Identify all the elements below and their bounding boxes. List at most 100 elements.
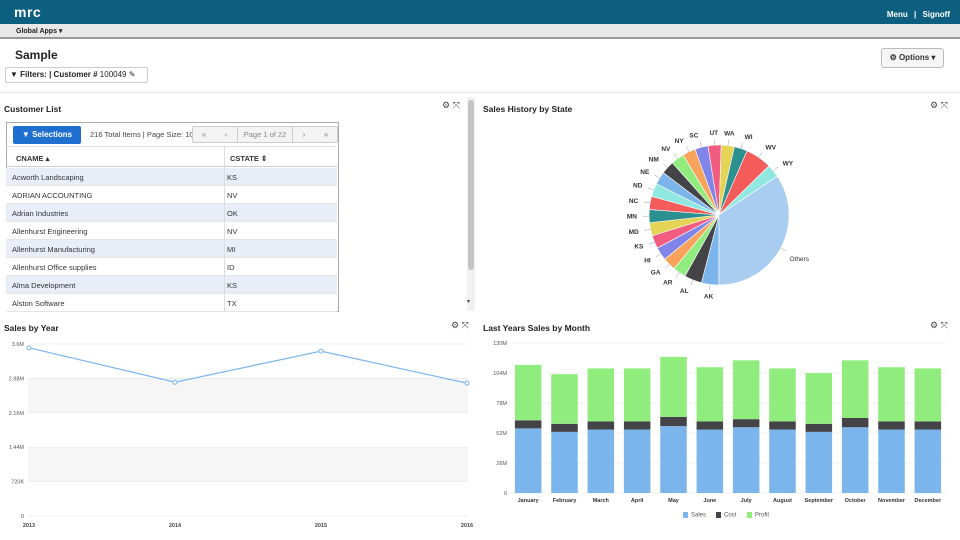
app-logo[interactable]: mrc xyxy=(14,4,42,20)
column-cstate[interactable]: CSTATE ⇕ xyxy=(230,154,268,163)
x-tick-label: October xyxy=(845,498,867,504)
signoff-link[interactable]: Signoff xyxy=(922,10,950,19)
x-tick-label: November xyxy=(878,498,906,504)
x-tick-label: July xyxy=(741,498,753,504)
bar-cost xyxy=(732,419,760,428)
table-row[interactable]: Allenhurst Office supplies ID xyxy=(6,258,337,276)
line-series xyxy=(28,347,468,384)
cell-cname: Alston Software xyxy=(12,299,65,308)
pie-connector xyxy=(664,263,670,269)
bar-sales xyxy=(805,431,833,493)
bar-profit xyxy=(623,368,651,422)
x-tick-label: February xyxy=(553,498,577,504)
pie-chart-title: Sales History by State xyxy=(483,104,573,114)
bar-sales xyxy=(623,429,651,493)
y-tick-label: 1.44M xyxy=(9,445,25,451)
options-button[interactable]: ⚙ Options ▾ xyxy=(881,48,944,68)
prev-page-button[interactable]: ‹ xyxy=(224,130,228,139)
pie-connector xyxy=(690,279,694,286)
x-tick-label: 2016 xyxy=(461,523,473,529)
x-tick-label: March xyxy=(593,498,610,504)
top-bar: mrc Menu | Signoff xyxy=(0,0,960,24)
selections-button[interactable]: ▼ Selections xyxy=(13,126,81,144)
filters-bar[interactable]: ▼ Filters: | Customer # 100049 ✎ xyxy=(5,67,148,83)
line-chart: 0 720K 1.44M 2.16M 2.88M 3.6M 2013 2014 2015 2016 xyxy=(9,342,473,529)
line-chart-title: Sales by Year xyxy=(4,323,59,333)
cell-cstate: OK xyxy=(227,209,238,218)
bar-profit xyxy=(660,356,687,417)
pie-connector xyxy=(727,139,729,146)
bar-cost xyxy=(514,420,542,429)
customer-list-controls[interactable]: ⚙ ⤧ xyxy=(442,100,460,110)
pie-panel-controls[interactable]: ⚙ ⤧ xyxy=(930,100,948,110)
pie-label: AR xyxy=(663,280,673,287)
bar-profit xyxy=(587,368,615,422)
bar-cost xyxy=(623,421,651,430)
cell-cstate: KS xyxy=(227,173,238,182)
bar-sales xyxy=(514,428,542,493)
bar-profit xyxy=(514,364,542,421)
table-row[interactable]: Alston Software TX xyxy=(6,294,337,312)
table-row[interactable]: Allenhurst Manufacturing MI xyxy=(6,240,337,258)
pie-label: NE xyxy=(640,169,650,176)
scrollbar-thumb[interactable] xyxy=(468,100,474,270)
bar-cost xyxy=(878,421,905,430)
cell-cstate: KS xyxy=(227,281,238,290)
edit-icon[interactable]: ✎ xyxy=(128,70,136,79)
legend-sales[interactable]: Sales xyxy=(683,512,706,519)
pie-connector xyxy=(699,141,702,148)
filter-field: Customer # xyxy=(53,70,98,79)
y-tick-label: 2.88M xyxy=(9,376,25,382)
pie-connector xyxy=(648,241,655,245)
bar-cost xyxy=(805,423,833,432)
table-row[interactable]: Acworth Landscaping KS xyxy=(6,168,337,186)
legend-profit[interactable]: Profit xyxy=(747,512,769,519)
pie-connector xyxy=(654,174,660,179)
bar-panel-controls[interactable]: ⚙ ⤧ xyxy=(930,320,948,330)
column-divider xyxy=(224,146,225,312)
pie-label: KS xyxy=(634,244,644,251)
bar-cost xyxy=(769,421,796,430)
pie-label: MN xyxy=(627,213,637,220)
line-panel-controls[interactable]: ⚙ ⤧ xyxy=(451,320,469,330)
app-bar: Global Apps ▾ xyxy=(0,24,960,39)
plot-band xyxy=(28,344,468,379)
scroll-down-arrow[interactable]: ▾ xyxy=(467,299,471,305)
table-row[interactable]: Adrian Industries OK xyxy=(6,204,337,222)
table-row[interactable]: Allenhurst Engineering NV xyxy=(6,222,337,240)
y-tick-label: 52M xyxy=(496,431,507,437)
first-page-button[interactable]: « xyxy=(201,130,207,139)
cell-cstate: ID xyxy=(227,263,235,272)
global-apps-dropdown[interactable]: Global Apps ▾ xyxy=(16,28,63,35)
x-tick-label: September xyxy=(805,498,834,504)
pie-label: HI xyxy=(644,257,651,264)
bar-cost xyxy=(914,421,942,430)
customer-list-title: Customer List xyxy=(4,104,62,114)
pager: « ‹ Page 1 of 22 › » xyxy=(192,126,338,143)
bar-profit xyxy=(551,374,578,424)
next-page-button[interactable]: › xyxy=(302,130,306,139)
cell-cname: ADRIAN ACCOUNTING xyxy=(12,191,93,200)
bar-chart-title: Last Years Sales by Month xyxy=(483,323,591,333)
cell-cname: Allenhurst Office supplies xyxy=(12,263,97,272)
line-point xyxy=(172,379,178,385)
y-tick-label: 720K xyxy=(11,480,24,486)
bar-cost xyxy=(660,416,687,427)
table-row[interactable]: ADRIAN ACCOUNTING NV xyxy=(6,186,337,204)
pie-connector xyxy=(644,201,651,204)
pie-connector xyxy=(655,253,661,258)
plot-band xyxy=(28,481,468,516)
y-tick-label: 0 xyxy=(504,491,507,497)
pie-label: NC xyxy=(629,198,639,205)
menu-link[interactable]: Menu xyxy=(886,10,908,19)
table-row[interactable]: Alma Development KS xyxy=(6,276,337,294)
bar-sales xyxy=(841,427,869,493)
cell-cstate: TX xyxy=(227,299,237,308)
line-point xyxy=(464,380,470,386)
bar-sales xyxy=(551,431,578,493)
pie-label: NV xyxy=(661,146,671,153)
plot-band xyxy=(28,378,468,413)
column-cname[interactable]: CNAME ▴ xyxy=(16,154,50,163)
legend-cost[interactable]: Cost xyxy=(716,512,736,519)
last-page-button[interactable]: » xyxy=(323,130,329,139)
